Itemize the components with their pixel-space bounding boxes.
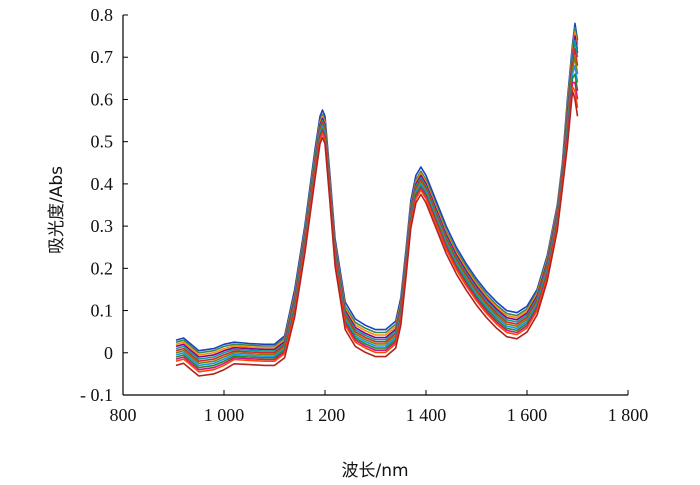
spectrum-line-1 — [175, 22, 579, 352]
x-tick-label: 1 200 — [305, 405, 346, 425]
spectrum-line-12 — [175, 90, 579, 377]
spectrum-line-11 — [175, 86, 579, 373]
spectrum-line-4 — [175, 35, 579, 358]
spectrum-line-5 — [175, 39, 579, 360]
y-axis-title: 吸光度/Abs — [47, 166, 67, 254]
y-tick-label: 0 — [104, 343, 113, 363]
y-tick-label: 0.7 — [91, 47, 114, 67]
y-ticks: - 0.1 0 0.1 0.2 0.3 0.4 0.5 0.6 0.7 0.8 — [80, 5, 128, 405]
x-tick-label: 1 400 — [406, 405, 447, 425]
x-tick-label: 800 — [110, 405, 137, 425]
x-ticks: 800 1 000 1 200 1 400 1 600 1 800 — [110, 390, 649, 425]
y-tick-label: 0.2 — [91, 258, 114, 278]
series-group — [175, 22, 579, 377]
y-tick-label: 0.4 — [91, 174, 114, 194]
x-tick-label: 1 600 — [507, 405, 548, 425]
y-tick-label: - 0.1 — [80, 385, 113, 405]
x-axis-title: 波长/nm — [341, 461, 408, 481]
spectrum-line-6 — [175, 47, 579, 363]
spectrum-line-2 — [175, 26, 579, 354]
x-tick-label: 1 000 — [204, 405, 245, 425]
y-tick-label: 0.8 — [91, 5, 114, 25]
axes — [122, 15, 628, 396]
y-tick-label: 0.1 — [91, 301, 114, 321]
x-tick-label: 1 800 — [608, 405, 649, 425]
spectrum-line-3 — [175, 31, 579, 356]
y-tick-label: 0.6 — [91, 89, 114, 109]
y-tick-label: 0.3 — [91, 216, 114, 236]
y-tick-label: 0.5 — [91, 132, 114, 152]
